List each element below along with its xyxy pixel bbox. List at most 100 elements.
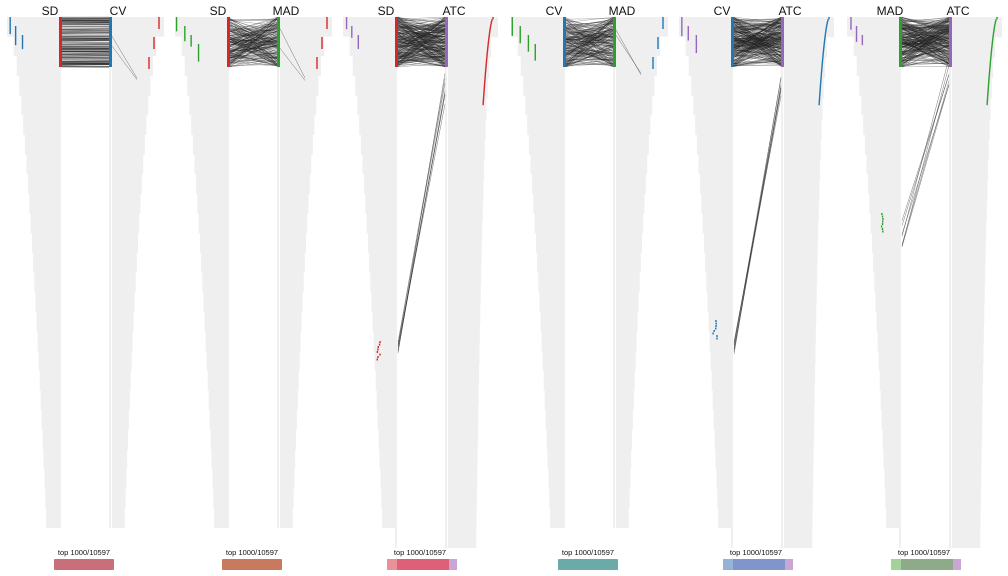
connection-line (901, 39, 950, 64)
connection-line (397, 59, 446, 67)
connection-line (901, 24, 950, 49)
connection-line (733, 57, 782, 65)
connection-line (397, 59, 446, 64)
connection-line (733, 24, 782, 53)
panel-sd-cv: SD CV top 1000/10597 (0, 0, 168, 576)
connection-line (397, 45, 446, 54)
connection-line (397, 51, 446, 59)
left-outlier-ticks (511, 17, 536, 61)
connection-line (901, 22, 950, 57)
connection-line (229, 54, 278, 58)
connection-line (397, 30, 446, 44)
connection-line (901, 29, 950, 57)
connection-line (901, 28, 950, 53)
connection-line (397, 43, 446, 66)
connection-line (61, 21, 110, 23)
connection-line (565, 30, 614, 63)
connection-line (565, 21, 614, 36)
connection-line (901, 39, 950, 68)
connection-line (229, 30, 278, 47)
left-rank-profile (7, 17, 59, 528)
connection-line (397, 26, 446, 37)
connection-line (229, 26, 278, 50)
connection-line (229, 22, 278, 47)
connection-line (733, 37, 782, 64)
connection-line (901, 37, 950, 65)
connection-line (565, 53, 614, 67)
connection-line (733, 18, 782, 58)
connection-line (397, 18, 446, 58)
connection-line (901, 17, 950, 30)
connection-line (397, 31, 446, 35)
connection-line (397, 21, 446, 56)
connection-line (733, 45, 782, 51)
connection-line (733, 26, 782, 66)
connection-line (229, 17, 278, 63)
connection-line (565, 17, 614, 39)
connection-line (397, 38, 446, 64)
connection-line (901, 19, 950, 66)
connection-line (733, 18, 782, 33)
connection-line (397, 16, 446, 30)
connection-line (565, 16, 614, 23)
connection-line (229, 30, 278, 49)
connection-line (901, 23, 950, 50)
connection-line (397, 18, 446, 41)
connection-line (901, 20, 950, 37)
connection-line (397, 24, 446, 67)
connection-line (229, 18, 278, 51)
connection-line (733, 37, 782, 56)
connection-line (733, 31, 782, 35)
connection-line (397, 37, 446, 42)
connection-line (901, 25, 950, 59)
connection-line (901, 27, 950, 43)
connection-line (276, 44, 306, 81)
connection-line (397, 56, 446, 64)
connection-line (733, 39, 782, 66)
right-rank-profile (280, 17, 332, 528)
connection-line (229, 31, 278, 47)
connection-line (901, 31, 950, 34)
connection-line (901, 27, 950, 54)
connection-line (901, 41, 950, 64)
connection-line (901, 41, 950, 60)
connection-line (733, 18, 782, 35)
connection-line (733, 95, 782, 342)
connection-line (61, 17, 110, 19)
connection-line (901, 39, 950, 64)
connection-line (733, 18, 782, 24)
connection-line (229, 45, 278, 52)
connection-line (901, 19, 950, 23)
connection-line (901, 17, 950, 31)
connection-line (565, 54, 614, 62)
connection-line (397, 49, 446, 60)
connection-line (565, 20, 614, 40)
connection-line (229, 29, 278, 66)
connection-line (733, 30, 782, 49)
connection-line (397, 20, 446, 46)
connection-line (733, 34, 782, 40)
connection-lines (565, 16, 642, 75)
connection-line (565, 19, 614, 52)
connection-line (229, 25, 278, 51)
connection-line (229, 27, 278, 46)
connection-line (901, 44, 950, 54)
connection-line (733, 33, 782, 58)
footer-label: top 1000/10597 (57, 548, 111, 557)
connection-line (733, 34, 782, 37)
connection-line (397, 25, 446, 30)
connection-line (901, 54, 950, 64)
connection-line (229, 17, 278, 55)
connection-line (901, 49, 950, 52)
connection-line (901, 20, 950, 59)
connection-line (229, 25, 278, 42)
connection-line (565, 44, 614, 65)
connection-line (733, 18, 782, 52)
connection-line (733, 30, 782, 53)
connection-line (61, 63, 110, 65)
connection-line (61, 30, 110, 32)
connection-line (901, 24, 950, 56)
connection-line (397, 16, 446, 66)
connection-line (229, 19, 278, 21)
connection-line (733, 23, 782, 60)
